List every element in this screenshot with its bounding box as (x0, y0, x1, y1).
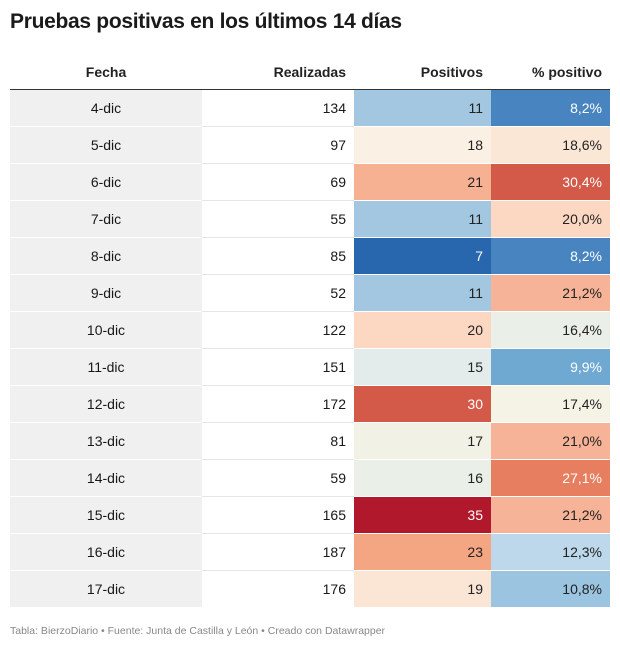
cell-positivos: 23 (354, 533, 491, 571)
cell-pct-positivo: 17,4% (491, 385, 610, 423)
cell-positivos: 7 (354, 237, 491, 275)
table-row: 15-dic 165 35 21,2% (10, 496, 610, 534)
cell-realizadas: 176 (322, 580, 346, 597)
cell-fecha: 11-dic (10, 348, 202, 386)
cell-positivos: 21 (354, 163, 491, 201)
column-header-realizadas[interactable]: Realizadas (202, 56, 354, 90)
cell-positivos: 35 (354, 496, 491, 534)
cell-fecha: 12-dic (10, 385, 202, 423)
footer-credits: Tabla: BierzoDiario • Fuente: Junta de C… (10, 625, 386, 637)
cell-realizadas: 85 (202, 237, 354, 275)
table-row: 6-dic 69 21 30,4% (10, 163, 610, 201)
cell-pct-positivo: 20,0% (491, 200, 610, 238)
table-row: 14-dic 59 16 27,1% (10, 459, 610, 497)
column-header-pct-positivo[interactable]: % positivo (491, 56, 610, 90)
cell-fecha: 9-dic (10, 274, 202, 312)
cell-fecha: 10-dic (10, 311, 202, 349)
cell-realizadas: 172 (202, 385, 354, 423)
table-row: 17-dic 176 19 10,8% (10, 570, 610, 607)
table-body: 4-dic 134 11 8,2% 5-dic 97 18 18,6% 6-dic 69 21 30,… (10, 89, 610, 607)
table-row: 4-dic 134 11 8,2% (10, 89, 610, 127)
cell-realizadas: 52 (202, 274, 354, 312)
table-row: 13-dic 81 17 21,0% (10, 422, 610, 460)
cell-fecha: 16-dic (10, 533, 202, 571)
cell-fecha: 4-dic (10, 89, 202, 127)
cell-positivos: 20 (354, 311, 491, 349)
cell-fecha: 14-dic (10, 459, 202, 497)
cell-fecha: 13-dic (10, 422, 202, 460)
cell-positivos: 19 (354, 570, 491, 607)
cell-fecha: 17-dic (10, 570, 202, 607)
cell-pct-positivo: 12,3% (491, 533, 610, 571)
table-row: 10-dic 122 20 16,4% (10, 311, 610, 349)
cell-pct-positivo: 18,6% (491, 126, 610, 164)
cell-realizadas: 55 (202, 200, 354, 238)
cell-positivos: 11 (354, 274, 491, 312)
table-row: 16-dic 187 23 12,3% (10, 533, 610, 571)
cell-realizadas: 165 (202, 496, 354, 534)
cell-realizadas: 81 (202, 422, 354, 460)
table-row: 5-dic 97 18 18,6% (10, 126, 610, 164)
table-row: 9-dic 52 11 21,2% (10, 274, 610, 312)
cell-fecha: 6-dic (10, 163, 202, 201)
cell-positivos: 30 (354, 385, 491, 423)
cell-positivos: 11 (354, 89, 491, 127)
cell-pct-positivo: 8,2% (491, 237, 610, 275)
cell-realizadas: 97 (202, 126, 354, 164)
cell-pct-positivo: 16,4% (491, 311, 610, 349)
cell-pct-positivo: 30,4% (491, 163, 610, 201)
cell-positivos: 16 (354, 459, 491, 497)
table-row: 12-dic 172 30 17,4% (10, 385, 610, 423)
cell-pct-positivo: 21,2% (491, 274, 610, 312)
cell-pct-positivo: 27,1% (491, 459, 610, 497)
cell-pct-positivo: 21,2% (491, 496, 610, 534)
column-header-fecha[interactable]: Fecha (10, 56, 202, 90)
cell-pct-positivo: 9,9% (491, 348, 610, 386)
cell-fecha: 7-dic (10, 200, 202, 238)
cell-realizadas: 59 (202, 459, 354, 497)
chart-title: Pruebas positivas en los últimos 14 días (10, 10, 402, 33)
cell-positivos: 15 (354, 348, 491, 386)
table-row: 11-dic 151 15 9,9% (10, 348, 610, 386)
column-header-positivos[interactable]: Positivos (354, 56, 491, 90)
data-table: Fecha Realizadas Positivos % positivo 4-… (10, 56, 610, 607)
cell-realizadas: 134 (202, 89, 354, 127)
cell-positivos: 11 (354, 200, 491, 238)
cell-realizadas: 151 (202, 348, 354, 386)
cell-pct-positivo: 21,0% (491, 422, 610, 460)
table-row: 7-dic 55 11 20,0% (10, 200, 610, 238)
cell-fecha: 15-dic (10, 496, 202, 534)
cell-positivos: 17 (354, 422, 491, 460)
table-row: 8-dic 85 7 8,2% (10, 237, 610, 275)
table-header-row: Fecha Realizadas Positivos % positivo (10, 56, 610, 90)
cell-fecha: 8-dic (10, 237, 202, 275)
cell-fecha: 5-dic (10, 126, 202, 164)
cell-realizadas: 69 (202, 163, 354, 201)
cell-positivos: 18 (354, 126, 491, 164)
cell-pct-positivo: 8,2% (491, 89, 610, 127)
cell-realizadas: 122 (202, 311, 354, 349)
cell-pct-positivo: 10,8% (491, 570, 610, 607)
cell-realizadas: 187 (202, 533, 354, 571)
